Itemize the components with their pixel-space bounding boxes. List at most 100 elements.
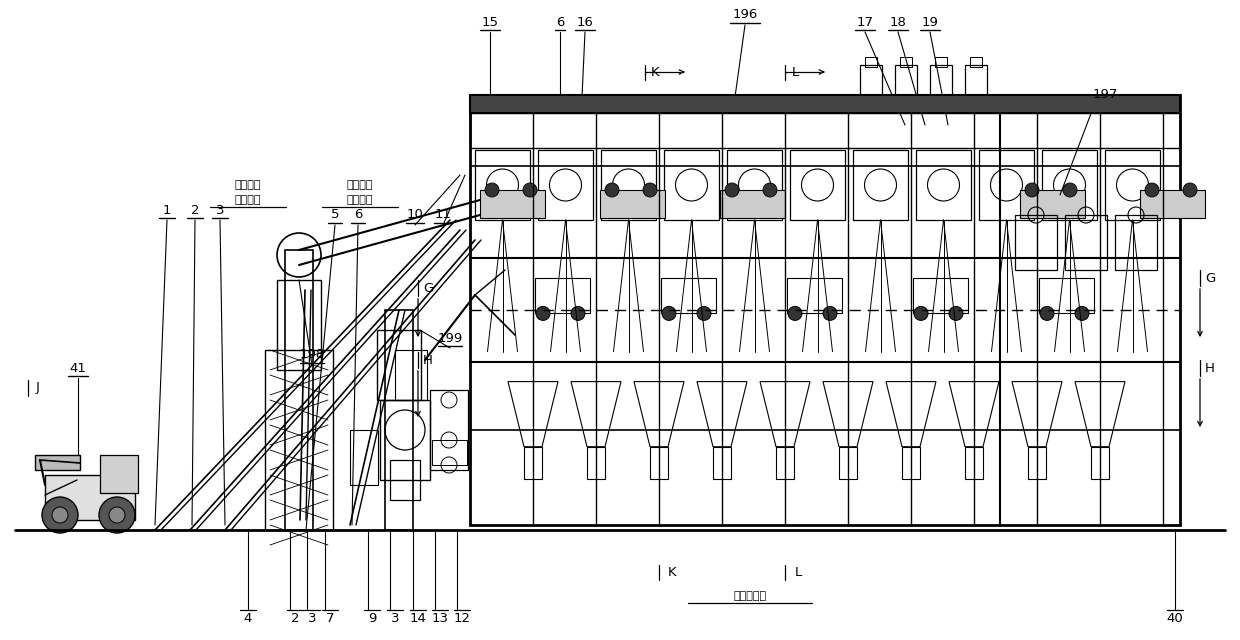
- Text: 41: 41: [69, 362, 87, 374]
- Circle shape: [725, 183, 739, 197]
- Bar: [1091, 447, 1109, 479]
- Bar: [776, 447, 794, 479]
- Circle shape: [949, 307, 963, 321]
- Bar: [534, 278, 590, 314]
- Bar: [1016, 215, 1056, 270]
- Text: K: K: [651, 65, 660, 79]
- Text: H: H: [423, 353, 433, 367]
- Text: 16: 16: [577, 15, 594, 29]
- Text: 2: 2: [290, 611, 299, 625]
- Bar: [1028, 447, 1047, 479]
- Text: 3: 3: [391, 611, 399, 625]
- Text: 9: 9: [368, 611, 376, 625]
- Polygon shape: [760, 381, 810, 447]
- Text: G: G: [1205, 271, 1215, 285]
- Circle shape: [697, 307, 711, 321]
- Bar: [377, 330, 422, 400]
- Polygon shape: [1012, 381, 1061, 447]
- Circle shape: [536, 307, 551, 321]
- Text: 17: 17: [857, 15, 873, 29]
- Bar: [661, 278, 715, 314]
- Bar: [470, 95, 1180, 525]
- Bar: [1042, 150, 1097, 220]
- Bar: [727, 150, 782, 220]
- Bar: [430, 390, 467, 470]
- Bar: [930, 65, 952, 95]
- Bar: [587, 447, 605, 479]
- Bar: [600, 190, 665, 218]
- Circle shape: [914, 307, 928, 321]
- Polygon shape: [697, 381, 746, 447]
- Bar: [900, 57, 911, 67]
- Bar: [965, 65, 987, 95]
- Polygon shape: [1075, 381, 1125, 447]
- Bar: [538, 150, 593, 220]
- Text: 196: 196: [733, 8, 758, 22]
- Polygon shape: [949, 381, 999, 447]
- Text: 3: 3: [308, 611, 316, 625]
- Bar: [720, 190, 785, 218]
- Text: 级破碎区: 级破碎区: [234, 195, 262, 205]
- Text: 3: 3: [216, 204, 224, 216]
- Text: 级破碎区: 级破碎区: [347, 195, 373, 205]
- Text: 198: 198: [299, 349, 325, 362]
- Bar: [866, 57, 877, 67]
- Circle shape: [1040, 307, 1054, 321]
- Text: 物料配料区: 物料配料区: [733, 591, 766, 601]
- Circle shape: [1183, 183, 1197, 197]
- Circle shape: [523, 183, 537, 197]
- Bar: [663, 150, 719, 220]
- Text: 2: 2: [191, 204, 200, 216]
- Text: L: L: [795, 566, 801, 579]
- Text: 颗粒料二: 颗粒料二: [347, 180, 373, 190]
- Circle shape: [1063, 183, 1078, 197]
- Text: 1: 1: [162, 204, 171, 216]
- Bar: [601, 150, 656, 220]
- Circle shape: [1025, 183, 1039, 197]
- Bar: [525, 447, 542, 479]
- Polygon shape: [887, 381, 936, 447]
- Bar: [787, 278, 842, 314]
- Text: 19: 19: [921, 15, 939, 29]
- Bar: [1140, 190, 1205, 218]
- Text: H: H: [1205, 362, 1215, 374]
- Bar: [1039, 278, 1094, 314]
- Bar: [861, 65, 882, 95]
- Polygon shape: [508, 381, 558, 447]
- Text: J: J: [36, 381, 40, 394]
- Text: G: G: [423, 282, 433, 294]
- Bar: [713, 447, 732, 479]
- Text: 4: 4: [244, 611, 252, 625]
- Bar: [935, 57, 947, 67]
- Circle shape: [644, 183, 657, 197]
- Polygon shape: [823, 381, 873, 447]
- Bar: [285, 250, 312, 530]
- Polygon shape: [634, 381, 684, 447]
- Bar: [980, 150, 1034, 220]
- Text: 颗粒料一: 颗粒料一: [234, 180, 262, 190]
- Text: 197: 197: [1092, 88, 1117, 102]
- Circle shape: [662, 307, 676, 321]
- Bar: [839, 447, 857, 479]
- Bar: [1065, 215, 1107, 270]
- Circle shape: [823, 307, 837, 321]
- Text: 10: 10: [407, 209, 423, 221]
- Circle shape: [42, 497, 78, 533]
- Bar: [396, 350, 427, 400]
- Bar: [650, 447, 668, 479]
- Circle shape: [1145, 183, 1159, 197]
- Text: 40: 40: [1167, 611, 1183, 625]
- Bar: [1105, 150, 1159, 220]
- Bar: [35, 455, 81, 470]
- Bar: [1021, 190, 1085, 218]
- Bar: [853, 150, 908, 220]
- Bar: [901, 447, 920, 479]
- Bar: [895, 65, 918, 95]
- Circle shape: [570, 307, 585, 321]
- Bar: [470, 95, 1180, 113]
- Bar: [265, 350, 334, 530]
- Circle shape: [109, 507, 125, 523]
- Text: K: K: [667, 566, 676, 579]
- Bar: [790, 150, 844, 220]
- Text: 14: 14: [409, 611, 427, 625]
